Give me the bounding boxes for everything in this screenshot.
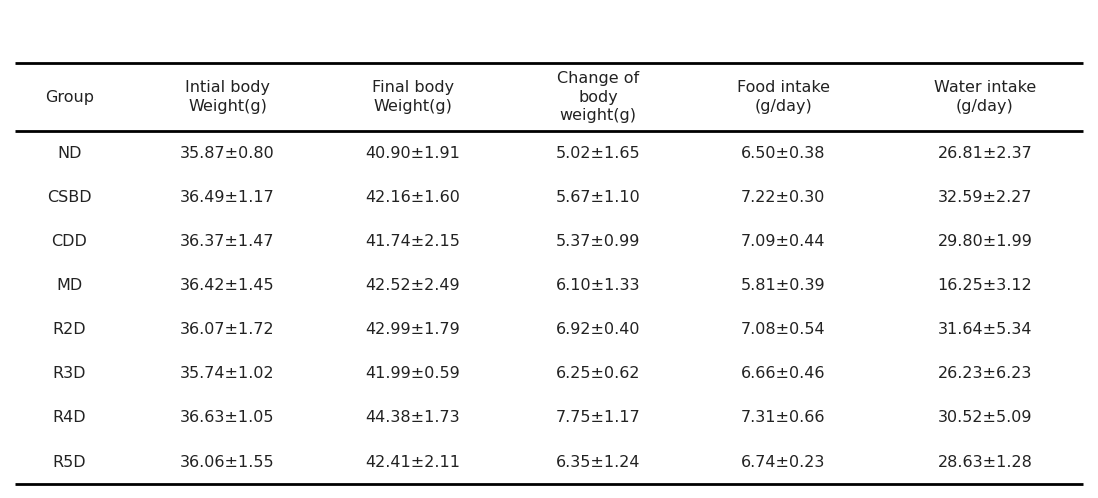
Text: 7.08±0.54: 7.08±0.54 xyxy=(741,322,826,337)
Text: 42.99±1.79: 42.99±1.79 xyxy=(366,322,460,337)
Text: CSBD: CSBD xyxy=(47,190,92,205)
Text: 5.02±1.65: 5.02±1.65 xyxy=(556,146,640,161)
Text: 36.07±1.72: 36.07±1.72 xyxy=(180,322,274,337)
Text: 6.92±0.40: 6.92±0.40 xyxy=(556,322,640,337)
Text: 32.59±2.27: 32.59±2.27 xyxy=(938,190,1032,205)
Text: 26.23±6.23: 26.23±6.23 xyxy=(938,367,1032,381)
Text: 41.99±0.59: 41.99±0.59 xyxy=(366,367,460,381)
Text: 41.74±2.15: 41.74±2.15 xyxy=(366,234,460,249)
Text: Water intake
(g/day): Water intake (g/day) xyxy=(933,80,1037,114)
Text: 44.38±1.73: 44.38±1.73 xyxy=(366,410,460,425)
Text: 36.49±1.17: 36.49±1.17 xyxy=(180,190,274,205)
Text: 36.63±1.05: 36.63±1.05 xyxy=(180,410,274,425)
Text: 26.81±2.37: 26.81±2.37 xyxy=(938,146,1032,161)
Text: 16.25±3.12: 16.25±3.12 xyxy=(938,278,1032,293)
Text: 35.74±1.02: 35.74±1.02 xyxy=(180,367,274,381)
Text: 6.35±1.24: 6.35±1.24 xyxy=(556,455,640,470)
Text: 7.31±0.66: 7.31±0.66 xyxy=(741,410,826,425)
Text: Intial body
Weight(g): Intial body Weight(g) xyxy=(186,80,270,114)
Text: 30.52±5.09: 30.52±5.09 xyxy=(938,410,1032,425)
Text: 6.50±0.38: 6.50±0.38 xyxy=(741,146,826,161)
Text: 6.25±0.62: 6.25±0.62 xyxy=(556,367,640,381)
Text: 5.81±0.39: 5.81±0.39 xyxy=(741,278,826,293)
Text: 7.22±0.30: 7.22±0.30 xyxy=(741,190,826,205)
Text: 28.63±1.28: 28.63±1.28 xyxy=(938,455,1032,470)
Text: 42.16±1.60: 42.16±1.60 xyxy=(366,190,460,205)
Text: 36.42±1.45: 36.42±1.45 xyxy=(180,278,274,293)
Text: 40.90±1.91: 40.90±1.91 xyxy=(366,146,460,161)
Text: 29.80±1.99: 29.80±1.99 xyxy=(938,234,1032,249)
Text: R3D: R3D xyxy=(53,367,87,381)
Text: MD: MD xyxy=(56,278,82,293)
Text: 5.67±1.10: 5.67±1.10 xyxy=(556,190,640,205)
Text: CDD: CDD xyxy=(52,234,88,249)
Text: R2D: R2D xyxy=(53,322,87,337)
Text: 36.37±1.47: 36.37±1.47 xyxy=(180,234,274,249)
Text: 6.74±0.23: 6.74±0.23 xyxy=(741,455,826,470)
Text: 31.64±5.34: 31.64±5.34 xyxy=(938,322,1032,337)
Text: ND: ND xyxy=(57,146,81,161)
Text: 6.66±0.46: 6.66±0.46 xyxy=(741,367,826,381)
Text: Food intake
(g/day): Food intake (g/day) xyxy=(737,80,830,114)
Text: 6.10±1.33: 6.10±1.33 xyxy=(556,278,640,293)
Text: 36.06±1.55: 36.06±1.55 xyxy=(180,455,274,470)
Text: 42.41±2.11: 42.41±2.11 xyxy=(366,455,460,470)
Text: Group: Group xyxy=(45,90,94,105)
Text: Final body
Weight(g): Final body Weight(g) xyxy=(372,80,453,114)
Text: 42.52±2.49: 42.52±2.49 xyxy=(366,278,460,293)
Text: 5.37±0.99: 5.37±0.99 xyxy=(556,234,640,249)
Text: R5D: R5D xyxy=(53,455,87,470)
Text: 7.09±0.44: 7.09±0.44 xyxy=(741,234,826,249)
Text: Change of
body
weight(g): Change of body weight(g) xyxy=(557,71,639,124)
Text: 7.75±1.17: 7.75±1.17 xyxy=(556,410,640,425)
Text: R4D: R4D xyxy=(53,410,87,425)
Text: 35.87±0.80: 35.87±0.80 xyxy=(180,146,274,161)
